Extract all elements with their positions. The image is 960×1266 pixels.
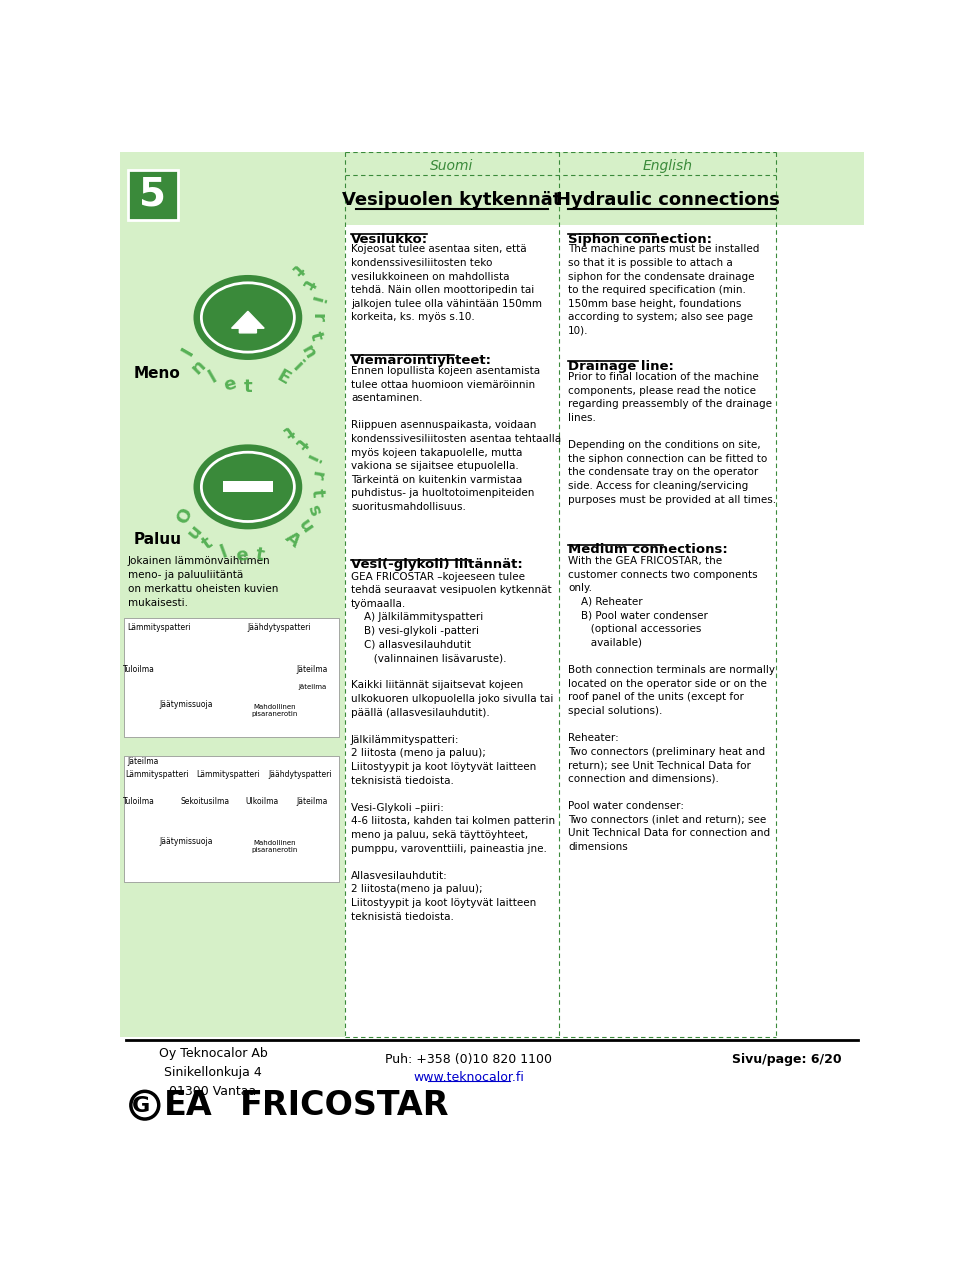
Text: Jäähdytyspatteri: Jäähdytyspatteri	[247, 623, 311, 632]
Text: r: r	[307, 468, 326, 481]
Text: Suomi: Suomi	[430, 158, 473, 172]
Text: n: n	[188, 356, 209, 377]
Text: t: t	[299, 275, 318, 291]
Text: t: t	[199, 534, 217, 553]
Text: Jäteilma: Jäteilma	[128, 757, 159, 766]
Text: E: E	[273, 367, 293, 389]
Text: www.teknocalor.fi: www.teknocalor.fi	[414, 1071, 524, 1084]
Text: EA: EA	[164, 1089, 213, 1122]
Bar	[120, 152, 864, 175]
Text: With the GEA FRICOSTAR, the
customer connects two components
only.
    A) Reheat: With the GEA FRICOSTAR, the customer con…	[568, 556, 775, 852]
Text: Vesipuolen kytkennät: Vesipuolen kytkennät	[342, 191, 562, 209]
Text: Jokainen lämmönvaihtimen
meno- ja paluuliitäntä
on merkattu oheisten kuvien
muka: Jokainen lämmönvaihtimen meno- ja paluul…	[128, 556, 278, 608]
Text: t: t	[279, 420, 297, 441]
Text: Viemäröintiyhteet:: Viemäröintiyhteet:	[351, 353, 492, 367]
Text: Tuloilma: Tuloilma	[124, 665, 156, 674]
Text: e: e	[235, 547, 249, 566]
FancyArrow shape	[231, 311, 264, 333]
Text: Ulkoilma: Ulkoilma	[245, 796, 278, 805]
Text: t: t	[288, 260, 306, 277]
Text: 5: 5	[139, 175, 166, 213]
Ellipse shape	[196, 447, 300, 528]
Text: A: A	[281, 529, 303, 551]
Text: i: i	[306, 294, 324, 305]
Text: Tuloilma: Tuloilma	[124, 796, 156, 805]
Text: Medium connections:: Medium connections:	[568, 543, 728, 556]
Text: Jäteilma: Jäteilma	[297, 665, 328, 674]
Text: Lämmityspatteri: Lämmityspatteri	[127, 623, 191, 632]
Text: Sekoitusilma: Sekoitusilma	[180, 796, 229, 805]
Text: t: t	[254, 546, 266, 565]
Text: i: i	[301, 451, 321, 465]
Text: Kojeosat tulee asentaa siten, että
kondenssivesiliitosten teko
vesilukkoineen on: Kojeosat tulee asentaa siten, että konde…	[351, 244, 542, 323]
Bar	[124, 756, 339, 882]
Text: u: u	[183, 520, 205, 542]
Text: Jäteilma: Jäteilma	[297, 796, 328, 805]
Text: n: n	[298, 342, 320, 362]
Bar	[124, 618, 339, 737]
Text: Lämmityspatteri: Lämmityspatteri	[126, 770, 189, 779]
Text: Vesilukko:: Vesilukko:	[351, 233, 428, 246]
Text: Siphon connection:: Siphon connection:	[568, 233, 712, 246]
Text: Drainage line:: Drainage line:	[568, 360, 674, 372]
Text: GEA FRICOSTAR –kojeeseen tulee
tehdä seuraavat vesipuolen kytkennät
työmaalla.
 : GEA FRICOSTAR –kojeeseen tulee tehdä seu…	[351, 571, 555, 922]
Bar	[223, 481, 273, 492]
Text: Jäätymissuoja: Jäätymissuoja	[159, 837, 212, 846]
Text: s: s	[303, 503, 324, 519]
Text: Prior to final location of the machine
components, please read the notice
regard: Prior to final location of the machine c…	[568, 372, 776, 505]
Text: Puh: +358 (0)10 820 1100: Puh: +358 (0)10 820 1100	[385, 1053, 552, 1066]
Text: Vesi(-glykoli) liitännät:: Vesi(-glykoli) liitännät:	[351, 558, 522, 571]
Text: Ennen lopullista kojeen asentamista
tulee ottaa huomioon viemäröinnin
asentamine: Ennen lopullista kojeen asentamista tule…	[351, 366, 561, 511]
Text: Jäähdytyspatteri: Jäähdytyspatteri	[268, 770, 331, 779]
Text: t: t	[292, 433, 311, 452]
Text: l: l	[218, 543, 230, 562]
Text: Paluu: Paluu	[134, 532, 182, 547]
Bar	[128, 170, 179, 220]
Text: Jäteilma: Jäteilma	[298, 684, 326, 690]
Text: Oy Teknocalor Ab
Sinikellonkuja 4
01300 Vantaa: Oy Teknocalor Ab Sinikellonkuja 4 01300 …	[158, 1047, 268, 1099]
Text: l: l	[205, 368, 220, 387]
Text: i: i	[289, 358, 305, 375]
Text: e: e	[222, 375, 238, 395]
Text: Mahdollinen
pisaranerotin: Mahdollinen pisaranerotin	[252, 704, 299, 717]
Ellipse shape	[196, 277, 300, 358]
Text: I: I	[178, 344, 197, 360]
Text: O: O	[174, 505, 196, 527]
Text: Sivu/page: 6/20: Sivu/page: 6/20	[732, 1053, 841, 1066]
Text: t: t	[305, 329, 325, 342]
Text: r: r	[308, 313, 326, 322]
Text: Hydraulic connections: Hydraulic connections	[556, 191, 780, 209]
Text: English: English	[643, 158, 693, 172]
Text: t: t	[244, 377, 252, 396]
Text: The machine parts must be installed
so that it is possible to attach a
siphon fo: The machine parts must be installed so t…	[568, 244, 759, 335]
Text: Meno: Meno	[134, 366, 180, 381]
Text: FRICOSTAR: FRICOSTAR	[240, 1089, 449, 1122]
Bar	[120, 175, 864, 225]
Text: t: t	[308, 487, 326, 498]
Bar	[120, 152, 345, 1037]
Text: Lämmityspatteri: Lämmityspatteri	[197, 770, 260, 779]
Text: Jäätymissuoja: Jäätymissuoja	[159, 700, 212, 709]
Text: G: G	[132, 1096, 150, 1115]
Text: Mahdollinen
pisaranerotin: Mahdollinen pisaranerotin	[252, 839, 299, 853]
Text: u: u	[294, 517, 316, 537]
